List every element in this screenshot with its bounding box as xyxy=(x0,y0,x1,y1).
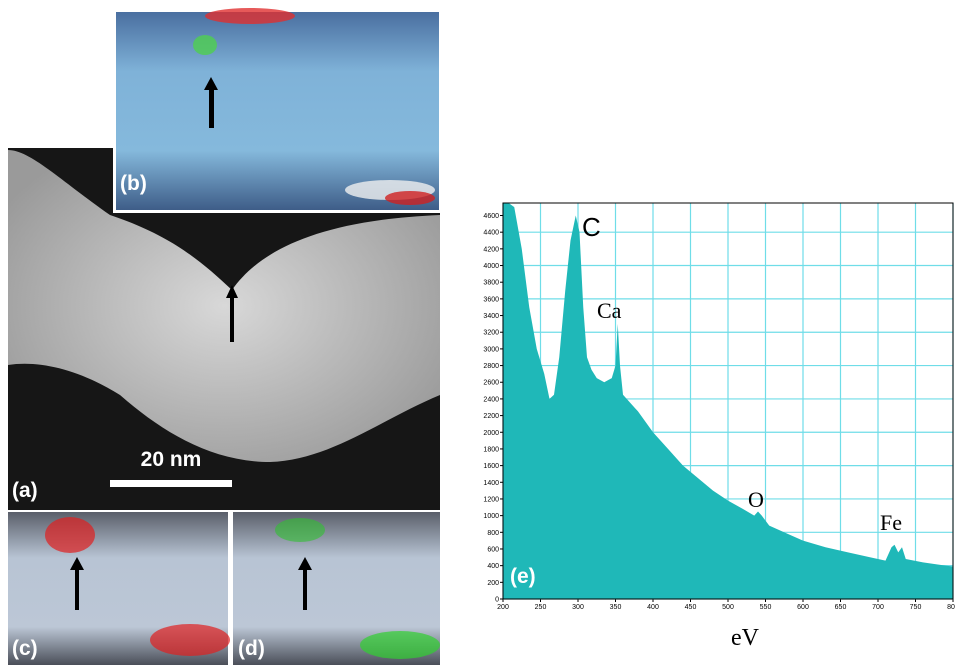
y-tick-label: 800 xyxy=(487,530,499,537)
panel-label: (c) xyxy=(12,637,38,660)
y-tick-label: 1600 xyxy=(483,463,499,470)
x-tick-label: 400 xyxy=(647,604,659,611)
x-tick-label: 800 xyxy=(947,604,955,611)
y-tick-label: 200 xyxy=(487,580,499,587)
panel-b: (b) xyxy=(113,8,442,213)
x-tick-label: 300 xyxy=(572,604,584,611)
plot-frame xyxy=(502,202,954,600)
y-tick-label: 3800 xyxy=(483,280,499,287)
x-tick-label: 650 xyxy=(835,604,847,611)
x-tick-label: 200 xyxy=(497,604,509,611)
y-tick-label: 600 xyxy=(487,546,499,553)
scale-bar-label: 20 nm xyxy=(141,448,202,471)
panel-label: (a) xyxy=(12,479,38,502)
panel-label: (d) xyxy=(238,637,265,660)
panel-d: (d) xyxy=(233,512,440,665)
y-tick-label: 3000 xyxy=(483,346,499,353)
y-tick-label: 3200 xyxy=(483,330,499,337)
y-tick-label: 0 xyxy=(495,597,499,604)
y-tick-label: 2400 xyxy=(483,396,499,403)
y-tick-label: 2600 xyxy=(483,380,499,387)
y-tick-label: 400 xyxy=(487,563,499,570)
y-tick-label: 4400 xyxy=(483,230,499,237)
y-tick-label: 4000 xyxy=(483,263,499,270)
x-tick-label: 500 xyxy=(722,604,734,611)
x-tick-label: 550 xyxy=(760,604,772,611)
y-tick-label: 2200 xyxy=(483,413,499,420)
y-tick-label: 1000 xyxy=(483,513,499,520)
peak-label: O xyxy=(748,487,764,512)
x-tick-label: 700 xyxy=(872,604,884,611)
y-tick-label: 1400 xyxy=(483,480,499,487)
panel-label: (b) xyxy=(120,172,147,195)
y-tick-label: 2800 xyxy=(483,363,499,370)
y-tick-label: 1200 xyxy=(483,496,499,503)
peak-label: C xyxy=(582,212,601,242)
panel-label: (e) xyxy=(510,565,536,588)
y-tick-label: 4600 xyxy=(483,213,499,220)
spectrum-area xyxy=(503,203,953,599)
peak-label: Fe xyxy=(880,510,902,535)
peak-label: Ca xyxy=(597,298,622,323)
y-tick-label: 1800 xyxy=(483,446,499,453)
panel-c: (c) xyxy=(8,512,230,665)
y-tick-label: 3600 xyxy=(483,296,499,303)
y-tick-label: 2000 xyxy=(483,430,499,437)
x-tick-label: 350 xyxy=(610,604,622,611)
y-tick-label: 4200 xyxy=(483,246,499,253)
y-tick-label: 3400 xyxy=(483,313,499,320)
x-tick-label: 250 xyxy=(535,604,547,611)
spectrum-chart: 200 250 300 350 400 450 500 550 600 650 700 750 800 0… xyxy=(483,202,955,651)
x-axis-label: eV xyxy=(731,625,760,651)
x-tick-label: 750 xyxy=(910,604,922,611)
x-tick-label: 600 xyxy=(797,604,809,611)
x-tick-label: 450 xyxy=(685,604,697,611)
